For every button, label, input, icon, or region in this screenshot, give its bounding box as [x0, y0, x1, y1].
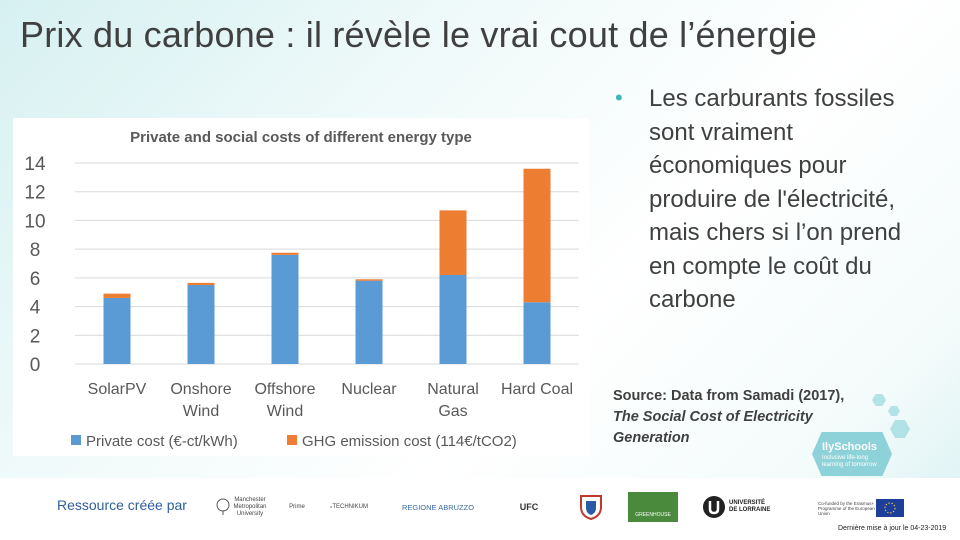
chart-title: Private and social costs of different en…: [130, 129, 472, 146]
x-tick-label: SolarPV: [88, 381, 147, 398]
footer-bar: [0, 478, 960, 540]
bar-private-cost: [355, 280, 383, 364]
lorraine-emblem-icon: [703, 496, 725, 518]
y-tick-label: 12: [24, 183, 45, 204]
bar-private-cost: [523, 302, 551, 364]
legend-swatch-private: [71, 435, 81, 445]
legend-label: Private cost (€-ct/kWh): [86, 433, 238, 450]
x-tick-label: Wind: [183, 403, 219, 420]
y-tick-label: 14: [24, 154, 46, 175]
regione-abruzzo-logo: REGIONE ABRUZZO: [401, 502, 475, 512]
ilyschools-tagline: Inclusive life-long learning of tomorrow: [822, 455, 877, 468]
erasmus-logo: Co-funded by the Erasmus+ Programme of t…: [818, 497, 908, 519]
greenhouse-logo: GREENHOUSE: [628, 492, 678, 522]
resource-label: Ressource créée par: [57, 497, 187, 513]
source-line-2: The Social Cost of Electricity Generatio…: [613, 409, 813, 446]
y-tick-label: 10: [24, 211, 45, 232]
x-tick-label: Wind: [267, 403, 303, 420]
bar-private-cost: [271, 254, 299, 364]
hexagon-decoration-icon: [872, 394, 886, 406]
bar-ghg-cost: [439, 210, 467, 275]
tree-icon: [216, 498, 230, 515]
y-tick-label: 4: [30, 298, 41, 319]
y-tick-label: 0: [30, 355, 41, 376]
bar-ghg-cost: [523, 168, 551, 303]
bullet-dot-icon: •: [615, 85, 623, 110]
universite-lorraine-logo: UNIVERSITÉ DE LORRAINE: [702, 492, 776, 522]
chart-panel: Private and social costs of different en…: [13, 118, 589, 456]
globe-icon: [330, 506, 333, 508]
legend-swatch-ghg: [287, 435, 297, 445]
x-tick-label: Nuclear: [341, 381, 397, 398]
x-tick-label: Hard Coal: [501, 381, 573, 398]
ilyschools-logo: [812, 432, 892, 476]
bar-private-cost: [439, 274, 467, 364]
slide-title: Prix du carbone : il révèle le vrai cout…: [20, 14, 818, 55]
bar-private-cost: [103, 297, 131, 364]
source-line-1: Source: Data from Samadi (2017),: [613, 388, 845, 404]
bar-ghg-cost: [187, 282, 215, 286]
y-tick-label: 6: [30, 269, 41, 290]
y-tick-label: 2: [30, 326, 41, 347]
bar-ghg-cost: [271, 252, 299, 255]
coat-of-arms-logo: [577, 493, 605, 521]
ufc-logo: UFC: [519, 501, 539, 512]
hexagon-decoration-icon: [890, 420, 910, 438]
bar-private-cost: [187, 285, 215, 364]
x-tick-label: Gas: [438, 403, 467, 420]
x-tick-label: Onshore: [170, 381, 231, 398]
bar-ghg-cost: [355, 279, 383, 281]
x-tick-label: Offshore: [254, 381, 315, 398]
bullet-text: Les carburants fossiles sont vraiment éc…: [649, 85, 902, 313]
technikum-logo: TECHNIKUM: [330, 492, 368, 522]
shield-icon: [580, 495, 602, 520]
ilyschools-name: IlySchools: [822, 441, 878, 453]
prime-logo: Prime: [289, 503, 305, 510]
x-tick-label: Natural: [427, 381, 479, 398]
legend-label: GHG emission cost (114€/tCO2): [302, 433, 517, 450]
stacked-bar-chart: Private and social costs of different en…: [24, 129, 579, 450]
y-tick-label: 8: [30, 240, 41, 261]
hexagon-decoration-icon: [888, 406, 900, 416]
eu-flag-icon: [876, 499, 904, 517]
source-note: Source: Data from Samadi (2017), The Soc…: [613, 386, 893, 449]
manchester-logo: Manchester Metropolitan University: [212, 494, 270, 520]
bar-ghg-cost: [103, 293, 131, 298]
update-date: Dernière mise à jour le 04-23-2019: [838, 525, 947, 532]
